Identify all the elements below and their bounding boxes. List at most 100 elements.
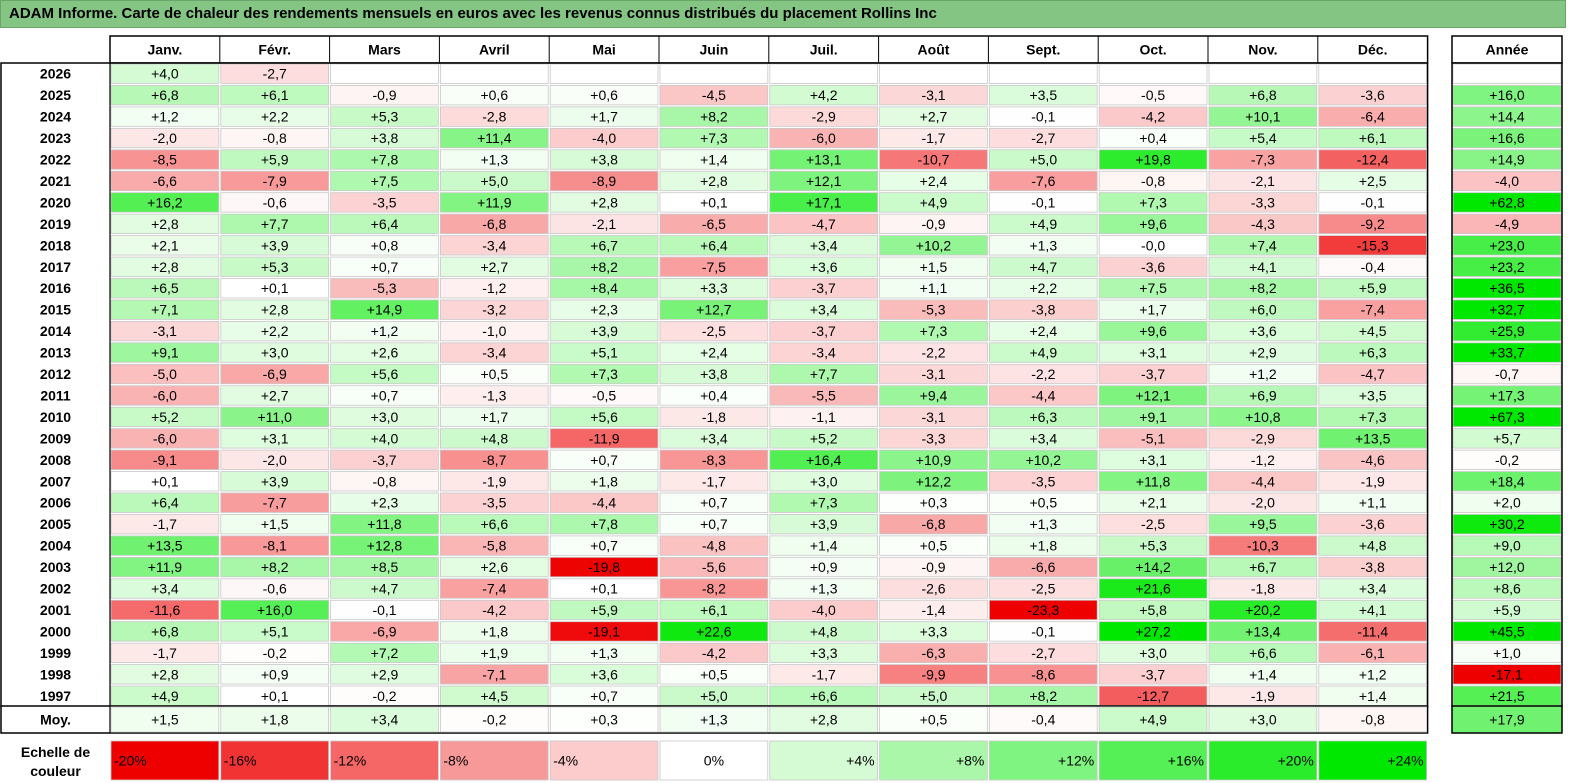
heatmap-cell bbox=[1208, 235, 1318, 256]
heatmap-cell bbox=[330, 170, 439, 192]
cell-value: +3,5 bbox=[1359, 387, 1387, 403]
year-total-cell bbox=[1452, 149, 1562, 170]
cell-value: -7,4 bbox=[1361, 302, 1385, 318]
heatmap-cell bbox=[220, 85, 330, 106]
cell-value: +7,8 bbox=[371, 152, 399, 168]
cell-value: -1,9 bbox=[1251, 688, 1275, 704]
cell-value: +5,3 bbox=[1139, 538, 1167, 554]
cell-value: +1,3 bbox=[480, 152, 508, 168]
heatmap-cell bbox=[439, 192, 549, 213]
scale-swatch-label: -20% bbox=[114, 753, 147, 769]
cell-value: +7,2 bbox=[371, 645, 399, 661]
heatmap-cell bbox=[659, 235, 769, 256]
year-total-cell bbox=[1452, 235, 1562, 256]
cell-value: +6,1 bbox=[700, 602, 728, 618]
cell-value: -5,6 bbox=[702, 559, 726, 575]
cell-value: -7,7 bbox=[263, 495, 287, 511]
cell-value: +1,4 bbox=[1249, 666, 1277, 682]
heatmap-cell bbox=[220, 106, 330, 127]
heatmap-cell bbox=[1318, 320, 1428, 342]
heatmap-cell bbox=[659, 428, 769, 449]
cell-value: +3,9 bbox=[590, 323, 618, 339]
heatmap-cell bbox=[549, 213, 659, 234]
heatmap-cell bbox=[989, 535, 1098, 556]
heatmap-cell bbox=[439, 213, 549, 234]
heatmap-cell bbox=[1098, 192, 1208, 213]
average-value: -0,8 bbox=[1361, 712, 1385, 728]
heatmap-cell bbox=[1208, 342, 1318, 363]
cell-value: +12,8 bbox=[367, 538, 403, 554]
month-header: Janv. bbox=[148, 42, 183, 58]
heatmap-cell bbox=[769, 492, 878, 513]
year-total-value: +33,7 bbox=[1489, 345, 1525, 361]
heatmap-cell bbox=[989, 278, 1098, 299]
average-cell bbox=[439, 706, 549, 733]
cell-value: +3,3 bbox=[700, 280, 728, 296]
row-year-label: 2013 bbox=[40, 345, 71, 361]
heatmap-cell bbox=[879, 342, 988, 363]
heatmap-cell bbox=[1318, 471, 1428, 492]
heatmap-cell bbox=[659, 471, 769, 492]
cell-value: -2,2 bbox=[921, 345, 945, 361]
heatmap-cell bbox=[330, 385, 439, 406]
heatmap-cell bbox=[989, 406, 1098, 428]
year-total-cell bbox=[1452, 278, 1562, 299]
heatmap-cell bbox=[549, 664, 659, 685]
heatmap-cell bbox=[549, 85, 659, 106]
year-total-value: +12,0 bbox=[1489, 559, 1525, 575]
heatmap-cell bbox=[1208, 428, 1318, 449]
heatmap-cell bbox=[769, 299, 878, 320]
heatmap-cell bbox=[989, 170, 1098, 192]
heatmap-cell bbox=[330, 514, 439, 535]
cell-value: -6,9 bbox=[263, 366, 287, 382]
cell-value: +2,7 bbox=[480, 259, 508, 275]
cell-value: -6,0 bbox=[153, 430, 177, 446]
year-total-cell bbox=[1452, 342, 1562, 363]
cell-value: -3,6 bbox=[1141, 259, 1165, 275]
heatmap-cell bbox=[549, 320, 659, 342]
heatmap-cell bbox=[1318, 363, 1428, 385]
cell-value: +5,6 bbox=[371, 366, 399, 382]
cell-value: -11,4 bbox=[1357, 623, 1388, 639]
heatmap-cell bbox=[110, 299, 220, 320]
cell-value: -4,6 bbox=[1361, 452, 1385, 468]
heatmap-cell bbox=[220, 342, 330, 363]
heatmap-cell bbox=[1318, 170, 1428, 192]
heatmap-cell bbox=[439, 406, 549, 428]
cell-value: +11,9 bbox=[148, 559, 183, 575]
heatmap-cell bbox=[1318, 578, 1428, 599]
heatmap-cell bbox=[1208, 642, 1318, 664]
heatmap-cell bbox=[659, 106, 769, 127]
row-year-label: 2026 bbox=[40, 66, 71, 82]
cell-value: +2,8 bbox=[151, 666, 179, 682]
heatmap-cell bbox=[879, 106, 988, 127]
heatmap-cell bbox=[1208, 514, 1318, 535]
cell-value: -4,5 bbox=[702, 87, 726, 103]
cell-value: +1,7 bbox=[1139, 302, 1167, 318]
average-value: +3,4 bbox=[371, 712, 399, 728]
row-year-label: 2001 bbox=[40, 602, 71, 618]
cell-value: +7,3 bbox=[1139, 194, 1167, 210]
month-header: Mars bbox=[368, 42, 401, 58]
title-bar: ADAM Informe. Carte de chaleur des rende… bbox=[0, 0, 1566, 28]
heatmap-cell bbox=[330, 449, 439, 470]
heatmap-cell bbox=[110, 127, 220, 149]
scale-label: couleur bbox=[30, 763, 81, 779]
heatmap-cell bbox=[659, 278, 769, 299]
heatmap-cell bbox=[659, 342, 769, 363]
cell-value: +0,6 bbox=[480, 87, 508, 103]
heatmap-cell bbox=[659, 492, 769, 513]
cell-value: -3,7 bbox=[1141, 366, 1165, 382]
heatmap-cell bbox=[879, 642, 988, 664]
heatmap-cell bbox=[879, 85, 988, 106]
heatmap-cell bbox=[1318, 235, 1428, 256]
heatmap-cell bbox=[110, 170, 220, 192]
heatmap-cell bbox=[989, 471, 1098, 492]
row-year-label: 2008 bbox=[40, 452, 71, 468]
cell-value: +1,7 bbox=[590, 109, 618, 125]
year-total-value: +18,4 bbox=[1489, 473, 1525, 489]
year-total-value: +14,9 bbox=[1489, 152, 1525, 168]
heatmap-cell bbox=[220, 235, 330, 256]
heatmap-cell bbox=[330, 642, 439, 664]
cell-value: +3,6 bbox=[590, 666, 618, 682]
